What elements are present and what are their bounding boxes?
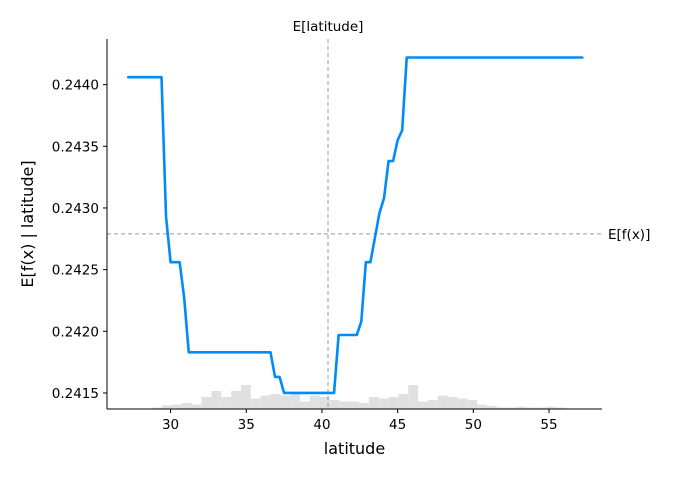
histogram-bar (555, 407, 566, 409)
y-tick-label: 0.2425 (52, 263, 99, 279)
y-tick-label: 0.2430 (52, 201, 99, 217)
x-tick-label: 45 (389, 417, 406, 433)
histogram-bar (388, 397, 399, 409)
histogram-bar (329, 400, 340, 409)
histogram-bar (506, 407, 517, 409)
histogram-bar (211, 391, 222, 409)
histogram-bar (201, 397, 212, 409)
histogram-bar (545, 406, 556, 409)
histogram-bar (290, 392, 301, 409)
histogram-bar (467, 400, 478, 409)
reference-lines: E[latitude] E[f(x)] (107, 19, 650, 409)
histogram-bar (496, 407, 507, 409)
histogram-bar (427, 400, 438, 409)
histogram-bar (260, 395, 271, 409)
histogram-bar (477, 404, 487, 409)
histogram-bar (300, 401, 310, 409)
y-tick-label: 0.2435 (52, 139, 99, 155)
histogram-bar (280, 395, 291, 409)
histogram-bar (349, 401, 360, 409)
y-tick-label: 0.2415 (52, 386, 99, 402)
y-tick-label: 0.2420 (52, 324, 99, 340)
histogram (152, 385, 566, 409)
histogram-bar (457, 398, 468, 409)
axes (106, 39, 602, 410)
histogram-bar (339, 401, 350, 409)
histogram-bar (418, 401, 428, 409)
x-axis-title: latitude (324, 439, 385, 458)
x-tick-label: 30 (162, 417, 179, 433)
histogram-bar (408, 385, 419, 409)
x-tick-label: 50 (465, 417, 482, 433)
histogram-bar (162, 405, 173, 409)
histogram-bar (172, 404, 182, 409)
y-axis-title: E[f(x) | latitude] (18, 160, 37, 287)
histogram-bar (231, 391, 241, 409)
histogram-bar (309, 395, 320, 409)
histogram-bar (359, 403, 369, 409)
histogram-bar (516, 406, 527, 409)
histogram-bar (536, 407, 546, 409)
mean-latitude-label: E[latitude] (293, 19, 364, 35)
x-tick-label: 35 (238, 417, 255, 433)
histogram-bar (250, 398, 261, 409)
x-tick-label: 40 (313, 417, 330, 433)
histogram-bar (240, 385, 251, 409)
histogram-bar (378, 398, 389, 409)
histogram-bar (486, 406, 497, 409)
histogram-bar (368, 397, 379, 409)
histogram-bar (437, 395, 448, 409)
histogram-bar (221, 397, 232, 409)
histogram-bar (447, 397, 458, 409)
histogram-bar (398, 394, 409, 409)
line-series (126, 56, 584, 395)
histogram-bar (526, 407, 537, 409)
histogram-bar (191, 404, 202, 409)
mean-prediction-label: E[f(x)] (608, 227, 650, 243)
histogram-bar (152, 407, 163, 409)
histogram-bar (181, 403, 192, 409)
series-line (126, 56, 584, 395)
x-axis-ticks: 30 35 40 45 50 55 (162, 409, 558, 433)
y-tick-label: 0.2440 (52, 78, 99, 94)
y-axis-ticks: 0.2415 0.2420 0.2425 0.2430 0.2435 0.2440 (52, 78, 107, 402)
histogram-bar (319, 397, 330, 409)
x-tick-label: 55 (540, 417, 557, 433)
histogram-bar (270, 394, 281, 409)
